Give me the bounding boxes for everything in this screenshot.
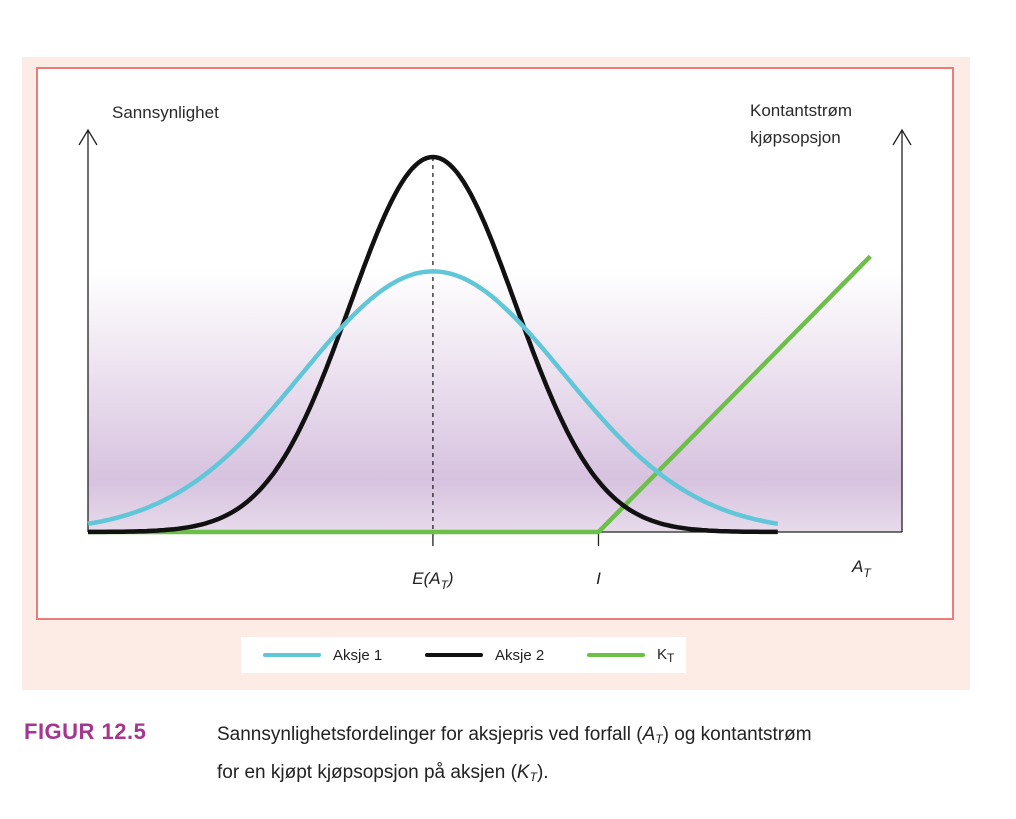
legend: Aksje 1 Aksje 2 KT [241,637,686,673]
series-aksje-2-curve [88,154,778,535]
legend-label-aksje-1: Aksje 1 [333,646,383,664]
legend-swatch-aksje-2 [425,653,483,657]
legend-swatch-aksje-1 [263,653,321,657]
figure-label: FIGUR 12.5 [24,719,147,744]
series-aksje-1-curve [87,269,779,527]
legend-label-aksje-2: Aksje 2 [495,646,545,664]
legend-swatch-kt [587,653,645,657]
legend-item-aksje-2: Aksje 2 [425,637,544,673]
y-axis-right-title-line2: kjøpsopsjon [750,128,841,147]
y-axis-left-arrow [78,128,98,146]
x-tick-label-mean: E(AT) [412,569,453,592]
figure-caption: Sannsynlighetsfordelinger for aksjepris … [217,718,987,794]
x-axis-title: AT [851,557,872,580]
y-axis-right-arrow [892,128,912,146]
caption-line-2: for en kjøpt kjøpsopsjon på aksjen (KT). [217,762,549,784]
caption-line-1: Sannsynlighetsfordelinger for aksjepris … [217,724,812,746]
legend-label-kt: KT [657,645,675,665]
plot-background [88,270,902,532]
y-axis-left-title: Sannsynlighet [112,103,219,122]
series-kt-line [88,254,872,535]
legend-item-aksje-1: Aksje 1 [263,637,382,673]
legend-item-kt: KT [587,637,674,673]
chart: Sannsynlighet Kontantstrøm kjøpsopsjon A… [78,101,912,592]
x-tick-label-strike: I [596,569,601,588]
y-axis-right-title-line1: Kontantstrøm [750,101,852,120]
